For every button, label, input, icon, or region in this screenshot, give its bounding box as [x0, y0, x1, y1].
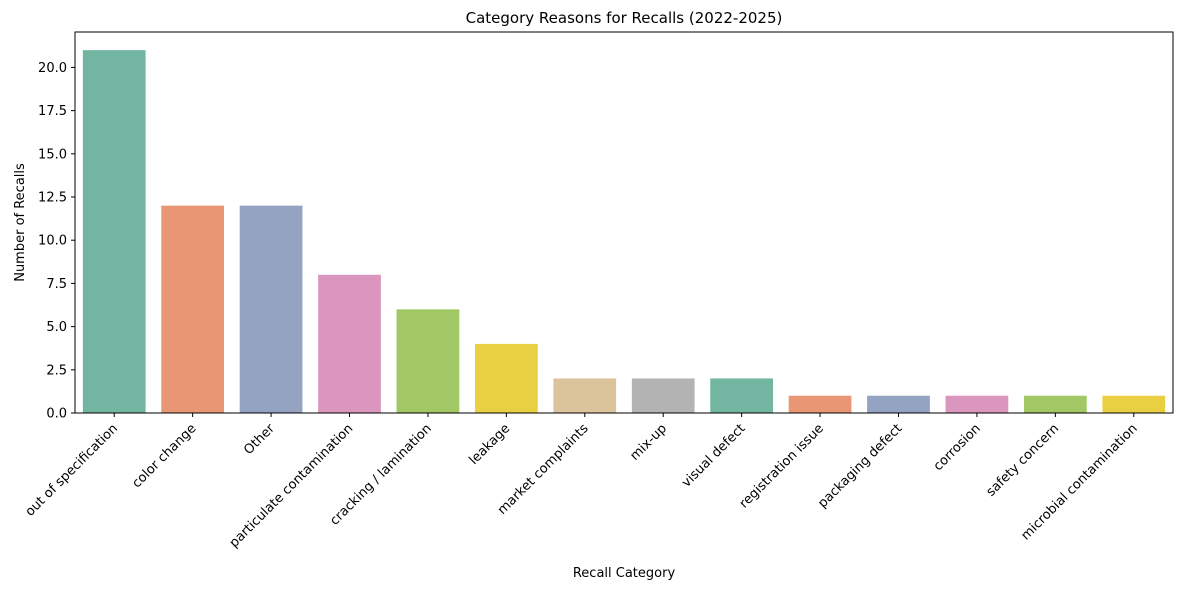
bar-packaging-defect	[867, 395, 930, 413]
x-axis-label: Recall Category	[573, 566, 676, 581]
bar-microbial-contamination	[1102, 395, 1166, 413]
y-tick-label: 12.5	[38, 191, 67, 206]
bar-registration-issue	[788, 395, 852, 413]
y-axis-ticks: 0.0 2.5 5.0 7.5 10.0 12.5 15.0 17.5 20.0	[38, 61, 75, 422]
x-axis-ticks: out of specification color change Otherpar…	[23, 413, 1141, 551]
x-tick-label: visual defect	[679, 421, 748, 490]
bar-color-change	[161, 205, 225, 413]
bar-safety-concern	[1023, 395, 1087, 413]
y-tick-label: 5.0	[46, 320, 67, 335]
y-tick-label: 2.5	[46, 363, 67, 378]
bar-mix-up	[631, 378, 695, 413]
x-tick-label: market complaints	[495, 421, 592, 518]
x-tick-label: safety concern	[984, 421, 1063, 500]
x-tick-label: particulate contamination	[227, 421, 357, 551]
x-tick-label: corrosion	[931, 421, 984, 474]
plot-frame	[74, 31, 1174, 414]
y-tick-label: 15.0	[38, 147, 67, 162]
bar-corrosion	[945, 395, 1009, 413]
bar-leakage	[474, 343, 538, 413]
bar-out-of-specification	[82, 50, 146, 414]
x-tick-label: color change	[129, 421, 199, 491]
y-tick-label: 20.0	[38, 61, 67, 76]
bars	[82, 50, 1166, 414]
bar-cracking-lamination	[396, 309, 460, 413]
y-tick-label: 17.5	[38, 104, 67, 119]
y-axis-label: Number of Recalls	[13, 163, 28, 282]
bar-visual-defect	[710, 378, 774, 413]
x-tick-label: Other	[241, 421, 278, 458]
chart-title: Category Reasons for Recalls (2022-2025)	[466, 9, 783, 27]
x-tick-label: out of specification	[23, 421, 121, 519]
bar-other	[239, 205, 303, 413]
y-tick-label: 0.0	[46, 407, 67, 422]
x-tick-label: leakage	[466, 421, 513, 468]
bar-particulate-contamination	[318, 274, 381, 413]
y-tick-label: 10.0	[38, 234, 67, 249]
y-tick-label: 7.5	[46, 277, 67, 292]
x-tick-label: packaging defect	[815, 421, 905, 511]
x-tick-label: mix-up	[628, 421, 671, 464]
x-tick-label: registration issue	[737, 421, 827, 511]
bar-market-complaints	[553, 378, 617, 413]
